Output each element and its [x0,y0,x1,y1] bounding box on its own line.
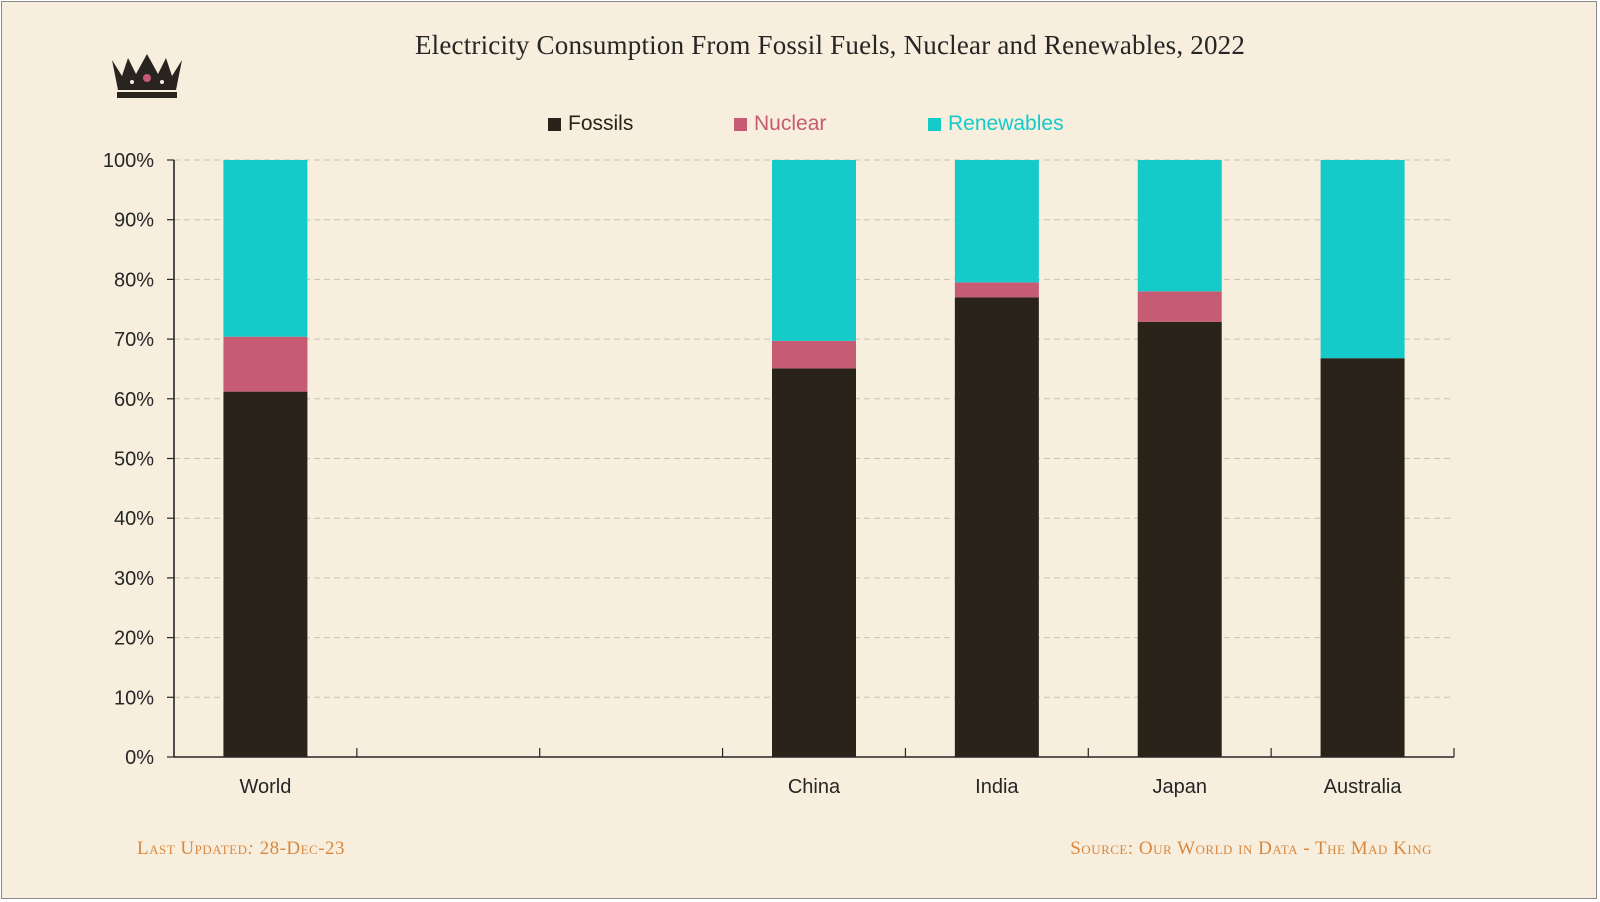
x-tick-label: Australia [1324,776,1403,798]
legend: Fossils Nuclear Renewables [0,112,1600,142]
last-updated-date: 28-Dec-23 [254,838,346,859]
legend-swatch-nuclear [734,117,747,131]
x-tick-label: Japan [1152,776,1207,798]
y-tick-label: 90% [114,210,154,232]
y-tick-label: 80% [114,269,154,291]
bar-fossils [1320,358,1405,757]
bar-fossils [772,368,856,757]
legend-label-nuclear: Nuclear [754,112,827,135]
last-updated-separator: : [247,838,255,859]
legend-item-fossils: Fossils [548,112,633,136]
x-tick-label: India [975,776,1019,798]
y-tick-label: 50% [114,449,154,471]
bar-renewables [954,160,1039,283]
chart-title: Electricity Consumption From Fossil Fuel… [414,30,1246,60]
bar-nuclear [223,336,308,392]
bar-nuclear [1137,291,1222,322]
bar-renewables [223,160,308,337]
x-tick-label: World [239,776,291,798]
legend-item-renewables: Renewables [928,112,1064,136]
bar-fossils [954,297,1039,757]
legend-label-fossils: Fossils [568,112,634,135]
bar-nuclear [954,282,1039,298]
last-updated: Last Updated: 28-Dec-23 [137,838,345,860]
y-tick-label: 10% [114,687,154,709]
legend-item-nuclear: Nuclear [734,112,826,136]
last-updated-label: Last Updated [137,838,248,859]
legend-swatch-fossils [548,117,561,131]
y-tick-label: 60% [114,389,154,411]
source-credit: Source: Our World in Data - The Mad King [1070,838,1432,859]
bar-nuclear [772,340,856,369]
y-tick-label: 20% [114,628,154,650]
legend-label-renewables: Renewables [948,112,1064,135]
bar-fossils [223,391,308,757]
y-tick-label: 0% [125,747,154,769]
bar-renewables [772,160,856,341]
y-tick-label: 30% [114,568,154,590]
bar-fossils [1137,321,1222,757]
crown-icon [112,54,182,98]
bar-renewables [1137,160,1222,292]
y-tick-label: 70% [114,329,154,351]
x-tick-label: China [788,776,841,798]
legend-swatch-renewables [928,117,941,131]
y-tick-label: 40% [114,508,154,530]
y-tick-label: 100% [103,150,154,172]
bar-renewables [1320,160,1405,359]
